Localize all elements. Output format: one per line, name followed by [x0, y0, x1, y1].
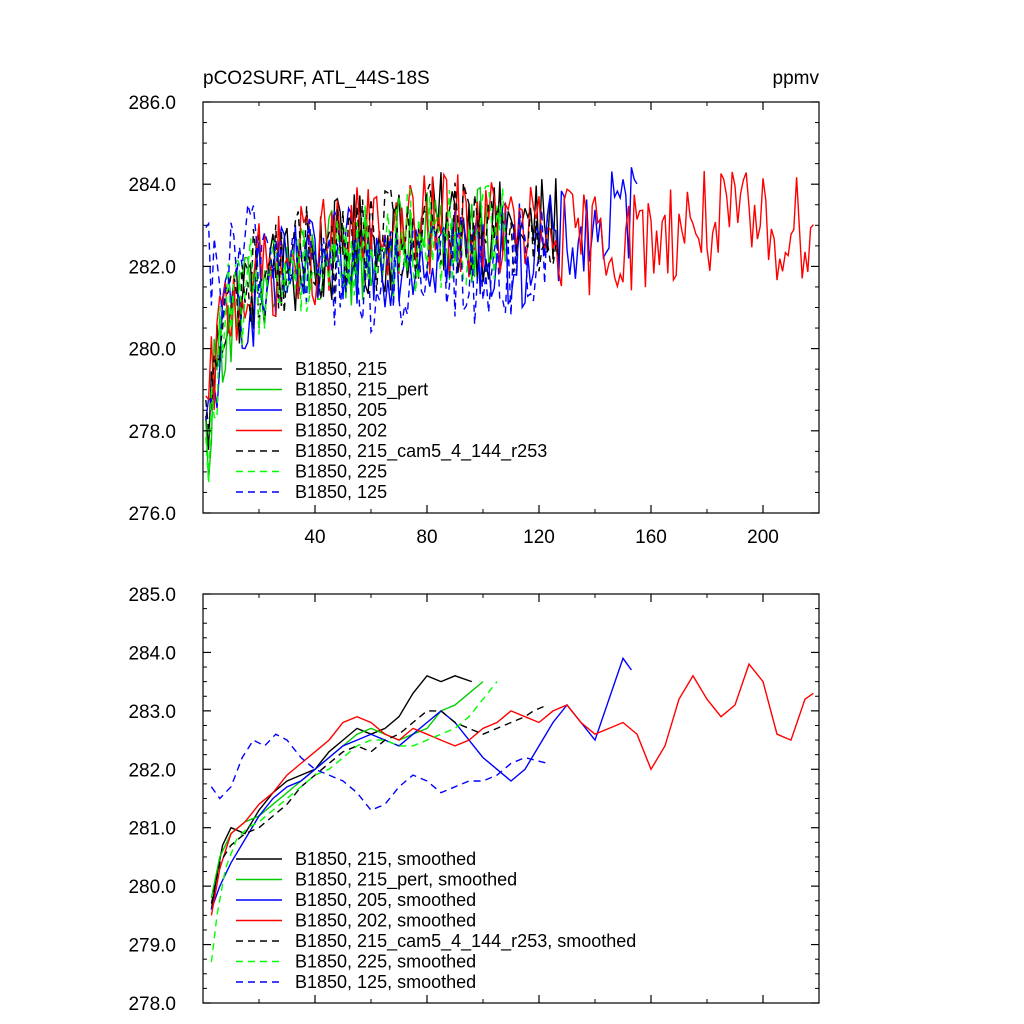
y-tick-label: 278.0 [128, 994, 176, 1015]
legend-label: B1850, 125, smoothed [295, 972, 476, 992]
units-label: ppmv [773, 68, 820, 89]
x-tick-label: 200 [747, 527, 779, 548]
series-line [210, 733, 548, 812]
y-tick-label: 283.0 [128, 702, 176, 723]
chart-title: pCO2SURF, ATL_44S-18S [203, 68, 430, 89]
series-line [205, 182, 560, 430]
y-tick-label: 280.0 [128, 340, 176, 361]
legend-label: B1850, 215_pert [295, 380, 428, 401]
legend-label: B1850, 215 [295, 359, 387, 379]
top-panel: 276.0 278.0 280.0 282.0 284.0 286.0 40 80 120 160… [128, 93, 820, 548]
y-tick-label: 279.0 [128, 936, 176, 957]
legend-label: B1850, 225 [295, 462, 387, 482]
series-line [210, 662, 814, 916]
y-tick-label: 280.0 [128, 877, 176, 898]
series-line [210, 656, 632, 910]
y-tick-label: 284.0 [128, 175, 176, 196]
x-tick-label: 80 [416, 527, 437, 548]
series-line [210, 704, 548, 904]
y-tick-label: 282.0 [128, 760, 176, 781]
y-tick-label: 284.0 [128, 643, 176, 664]
legend-label: B1850, 202, smoothed [295, 911, 476, 931]
series-line [205, 204, 549, 335]
x-tick-label: 120 [523, 527, 555, 548]
legend-label: B1850, 125 [295, 482, 387, 502]
legend-label: B1850, 215_cam5_4_144_r253 [295, 441, 547, 462]
legend-label: B1850, 215_cam5_4_144_r253, smoothed [295, 931, 636, 952]
y-tick-label: 285.0 [128, 585, 176, 606]
legend-label: B1850, 215, smoothed [295, 849, 476, 869]
legend-label: B1850, 205 [295, 400, 387, 420]
legend-label: B1850, 205, smoothed [295, 890, 476, 910]
y-tick-label: 276.0 [128, 504, 176, 525]
legend-label: B1850, 225, smoothed [295, 952, 476, 972]
series-line [210, 681, 498, 963]
bottom-panel: 278.0 279.0 280.0 281.0 282.0 283.0 284.0 285.0… [128, 585, 820, 1015]
y-tick-label: 286.0 [128, 93, 176, 114]
y-tick-label: 278.0 [128, 422, 176, 443]
y-tick-label: 281.0 [128, 819, 176, 840]
x-tick-label: 160 [635, 527, 667, 548]
y-tick-label: 282.0 [128, 257, 176, 278]
legend-label: B1850, 202 [295, 421, 387, 441]
legend-label: B1850, 215_pert, smoothed [295, 870, 517, 891]
x-tick-label: 40 [304, 527, 325, 548]
